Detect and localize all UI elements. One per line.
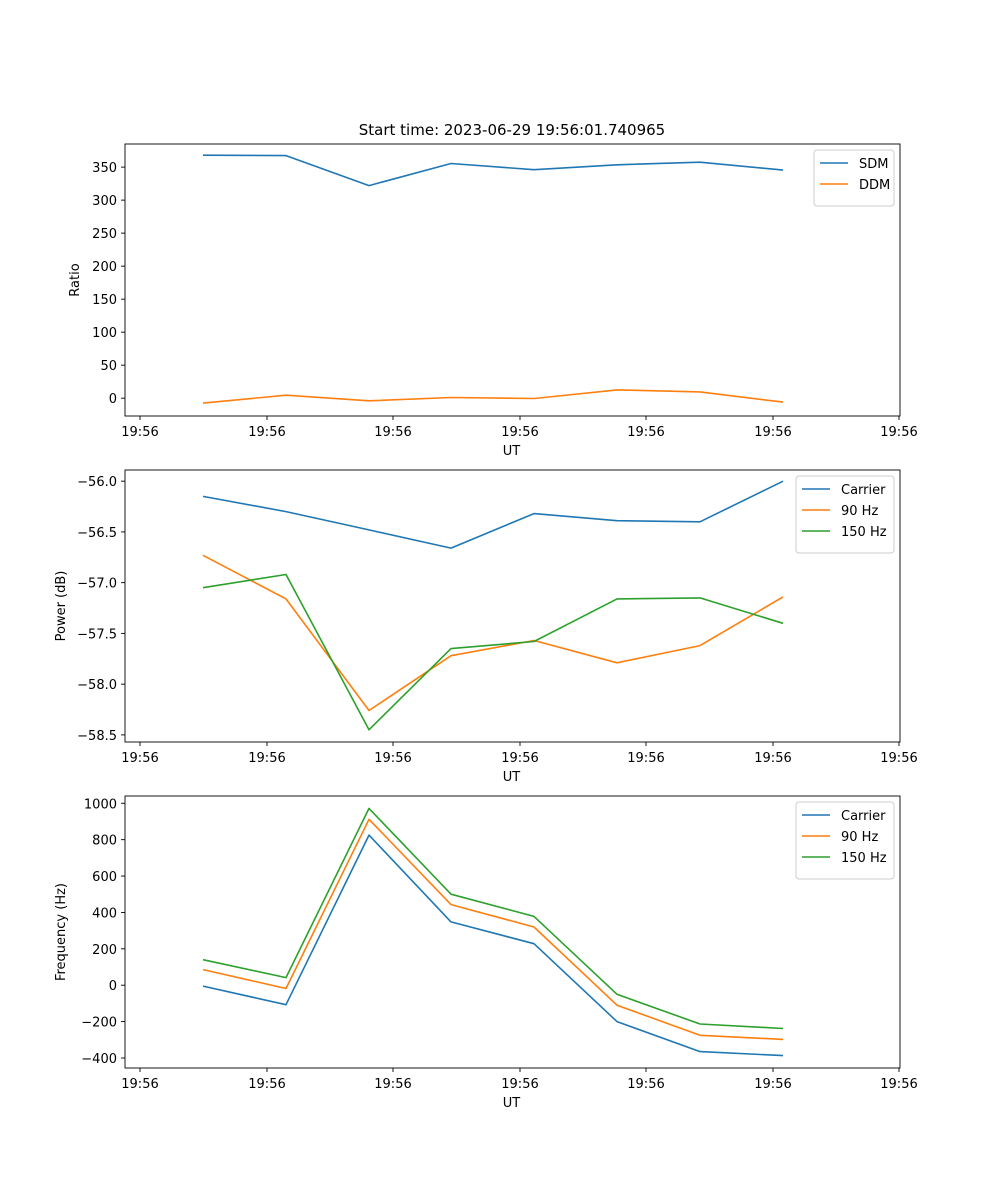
x-tick-label: 19:56 [121, 1077, 158, 1092]
x-tick-label: 19:56 [627, 751, 664, 766]
legend-label: DDM [859, 178, 890, 193]
y-tick-label: 150 [92, 293, 117, 308]
x-axis-label: UT [503, 444, 521, 459]
figure-title: Start time: 2023-06-29 19:56:01.740965 [359, 121, 665, 139]
legend-label: 90 Hz [841, 504, 878, 519]
x-tick-label: 19:56 [374, 751, 411, 766]
legend-box [795, 801, 895, 880]
y-tick-label: −58.5 [77, 729, 117, 744]
legend-label: 90 Hz [841, 830, 878, 845]
y-axis-label: Power (dB) [54, 571, 69, 642]
legend-box [813, 149, 895, 207]
x-tick-label: 19:56 [501, 1077, 538, 1092]
series-line-ddm [202, 389, 784, 404]
series-line-90-hz [202, 818, 784, 1041]
series-line-90-hz [202, 554, 784, 712]
x-tick-label: 19:56 [501, 425, 538, 440]
legend-label: SDM [859, 157, 888, 172]
x-tick-label: 19:56 [374, 425, 411, 440]
y-tick-label: 1000 [84, 797, 117, 812]
legend-label: Carrier [841, 483, 886, 498]
y-tick-label: 800 [92, 834, 117, 849]
x-axis-label: UT [503, 1096, 521, 1111]
y-tick-label: −58.0 [77, 678, 117, 693]
y-tick-label: 50 [100, 359, 117, 374]
y-tick-label: 400 [92, 906, 117, 921]
y-tick-label: −56.0 [77, 475, 117, 490]
series-line-sdm [202, 154, 784, 187]
series-line-carrier [202, 834, 784, 1057]
y-tick-label: 200 [92, 943, 117, 958]
y-tick-label: 600 [92, 870, 117, 885]
legend-box [795, 475, 895, 554]
y-tick-label: 0 [109, 979, 117, 994]
y-tick-label: 200 [92, 260, 117, 275]
x-tick-label: 19:56 [880, 751, 917, 766]
x-tick-label: 19:56 [754, 751, 791, 766]
x-tick-label: 19:56 [880, 1077, 917, 1092]
y-tick-label: −57.5 [77, 627, 117, 642]
y-axis-label: Frequency (Hz) [54, 883, 69, 981]
y-tick-label: −57.0 [77, 577, 117, 592]
x-tick-label: 19:56 [248, 1077, 285, 1092]
y-tick-label: −200 [81, 1016, 117, 1031]
y-tick-label: −56.5 [77, 526, 117, 541]
y-tick-label: 250 [92, 227, 117, 242]
power-panel: 19:56 19:56 19:56 19:56 19:56 19:56 19:56 −58.5… [54, 469, 918, 785]
ratio-panel: 19:56 19:56 19:56 19:56 19:56 19:56 19:56 0 50 10… [68, 143, 918, 459]
x-tick-label: 19:56 [754, 1077, 791, 1092]
x-tick-label: 19:56 [754, 425, 791, 440]
x-tick-label: 19:56 [121, 751, 158, 766]
x-axis-label: UT [503, 770, 521, 785]
x-tick-label: 19:56 [248, 425, 285, 440]
axes-frame [124, 795, 901, 1069]
y-tick-label: 100 [92, 326, 117, 341]
legend-label: Carrier [841, 809, 886, 824]
axes-frame [124, 143, 901, 417]
series-line-150-hz [202, 807, 784, 1030]
x-tick-label: 19:56 [374, 1077, 411, 1092]
y-tick-label: −400 [81, 1052, 117, 1067]
y-tick-label: 300 [92, 194, 117, 209]
frequency-panel: 19:56 19:56 19:56 19:56 19:56 19:56 19:56 −400 −… [54, 795, 918, 1111]
y-tick-label: 350 [92, 161, 117, 176]
axes-frame [124, 469, 901, 743]
x-tick-label: 19:56 [880, 425, 917, 440]
series-line-150-hz [202, 573, 784, 731]
x-tick-label: 19:56 [501, 751, 538, 766]
x-tick-label: 19:56 [627, 1077, 664, 1092]
y-tick-label: 0 [109, 392, 117, 407]
legend-label: 150 Hz [841, 851, 887, 866]
x-tick-label: 19:56 [627, 425, 664, 440]
x-tick-label: 19:56 [121, 425, 158, 440]
series-line-carrier [202, 480, 784, 549]
y-axis-label: Ratio [68, 263, 83, 296]
legend-label: 150 Hz [841, 525, 887, 540]
x-tick-label: 19:56 [248, 751, 285, 766]
